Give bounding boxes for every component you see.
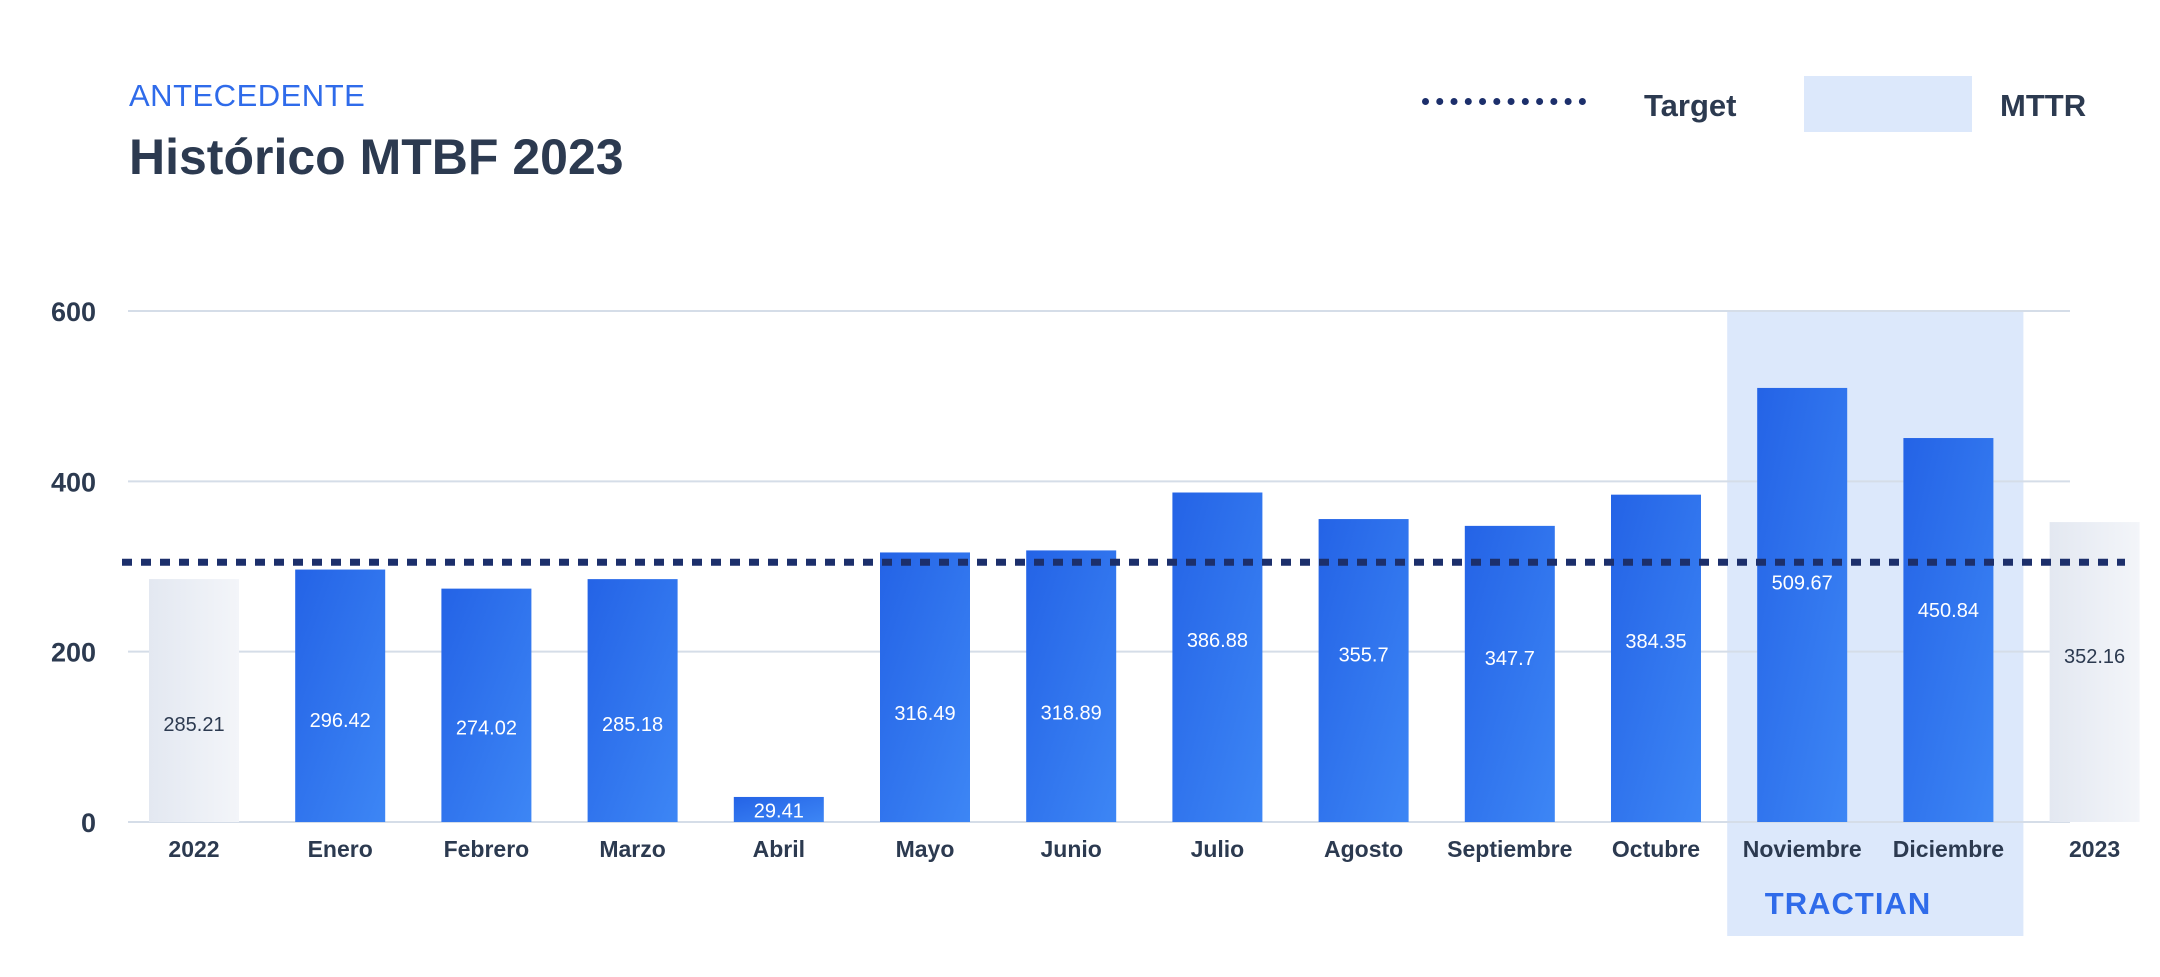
bar-junio [1026,550,1117,822]
x-tick-label: Febrero [444,836,530,862]
x-tick-label: Enero [308,836,373,862]
y-tick-label: 200 [51,638,96,668]
y-tick-label: 0 [81,808,96,838]
bar-enero [295,569,386,822]
legend-mttr-swatch [1804,76,1972,132]
legend-target-label: Target [1644,88,1737,123]
x-tick-label: Noviembre [1743,836,1862,862]
y-tick-label: 400 [51,467,96,497]
bar-agosto [1318,519,1409,822]
x-tick-label: 2022 [168,836,219,862]
x-tick-label: Septiembre [1447,836,1572,862]
bar-value-label: 29.41 [754,800,804,822]
bar-2022 [149,579,239,822]
bar-value-label: 386.88 [1187,630,1248,652]
bar-value-label: 316.49 [894,703,955,725]
x-tick-label: Junio [1041,836,1102,862]
bar-octubre [1611,494,1701,822]
x-tick-label: Octubre [1612,836,1700,862]
bar-value-label: 285.18 [602,714,663,736]
y-tick-label: 600 [51,297,96,327]
bar-value-label: 450.84 [1918,600,1979,622]
tractian-logo: TRACTIAN [1765,886,1931,921]
legend-mttr-label: MTTR [2000,88,2087,123]
legend-target-line [1422,98,1586,105]
bar-value-label: 285.21 [163,714,224,736]
bar-noviembre [1757,387,1848,822]
bar-2023 [2049,522,2140,822]
bar-abril [733,796,824,822]
x-tick-label: Agosto [1324,836,1403,862]
bar-value-label: 347.7 [1485,648,1535,670]
bar-julio [1172,492,1263,822]
bar-value-label: 296.42 [310,710,371,732]
x-tick-label: Diciembre [1893,836,2004,862]
x-tick-label: Abril [753,836,805,862]
bar-value-label: 384.35 [1625,631,1686,653]
x-tick-label: Julio [1191,836,1245,862]
bar-value-label: 352.16 [2064,646,2125,668]
bar-mayo [880,552,970,822]
bar-marzo [587,579,678,822]
bar-diciembre [1903,438,1994,822]
chart-title: Histórico MTBF 2023 [129,129,624,185]
bar-septiembre [1464,525,1555,822]
bar-value-label: 355.7 [1339,644,1389,666]
x-tick-label: Mayo [896,836,955,862]
chart-eyebrow: ANTECEDENTE [129,78,366,113]
x-tick-label: 2023 [2069,836,2120,862]
bar-value-label: 274.02 [456,718,517,740]
x-tick-label: Marzo [599,836,665,862]
bar-value-label: 318.89 [1041,702,1102,724]
bar-value-label: 509.67 [1772,572,1833,594]
bar-febrero [441,588,532,822]
